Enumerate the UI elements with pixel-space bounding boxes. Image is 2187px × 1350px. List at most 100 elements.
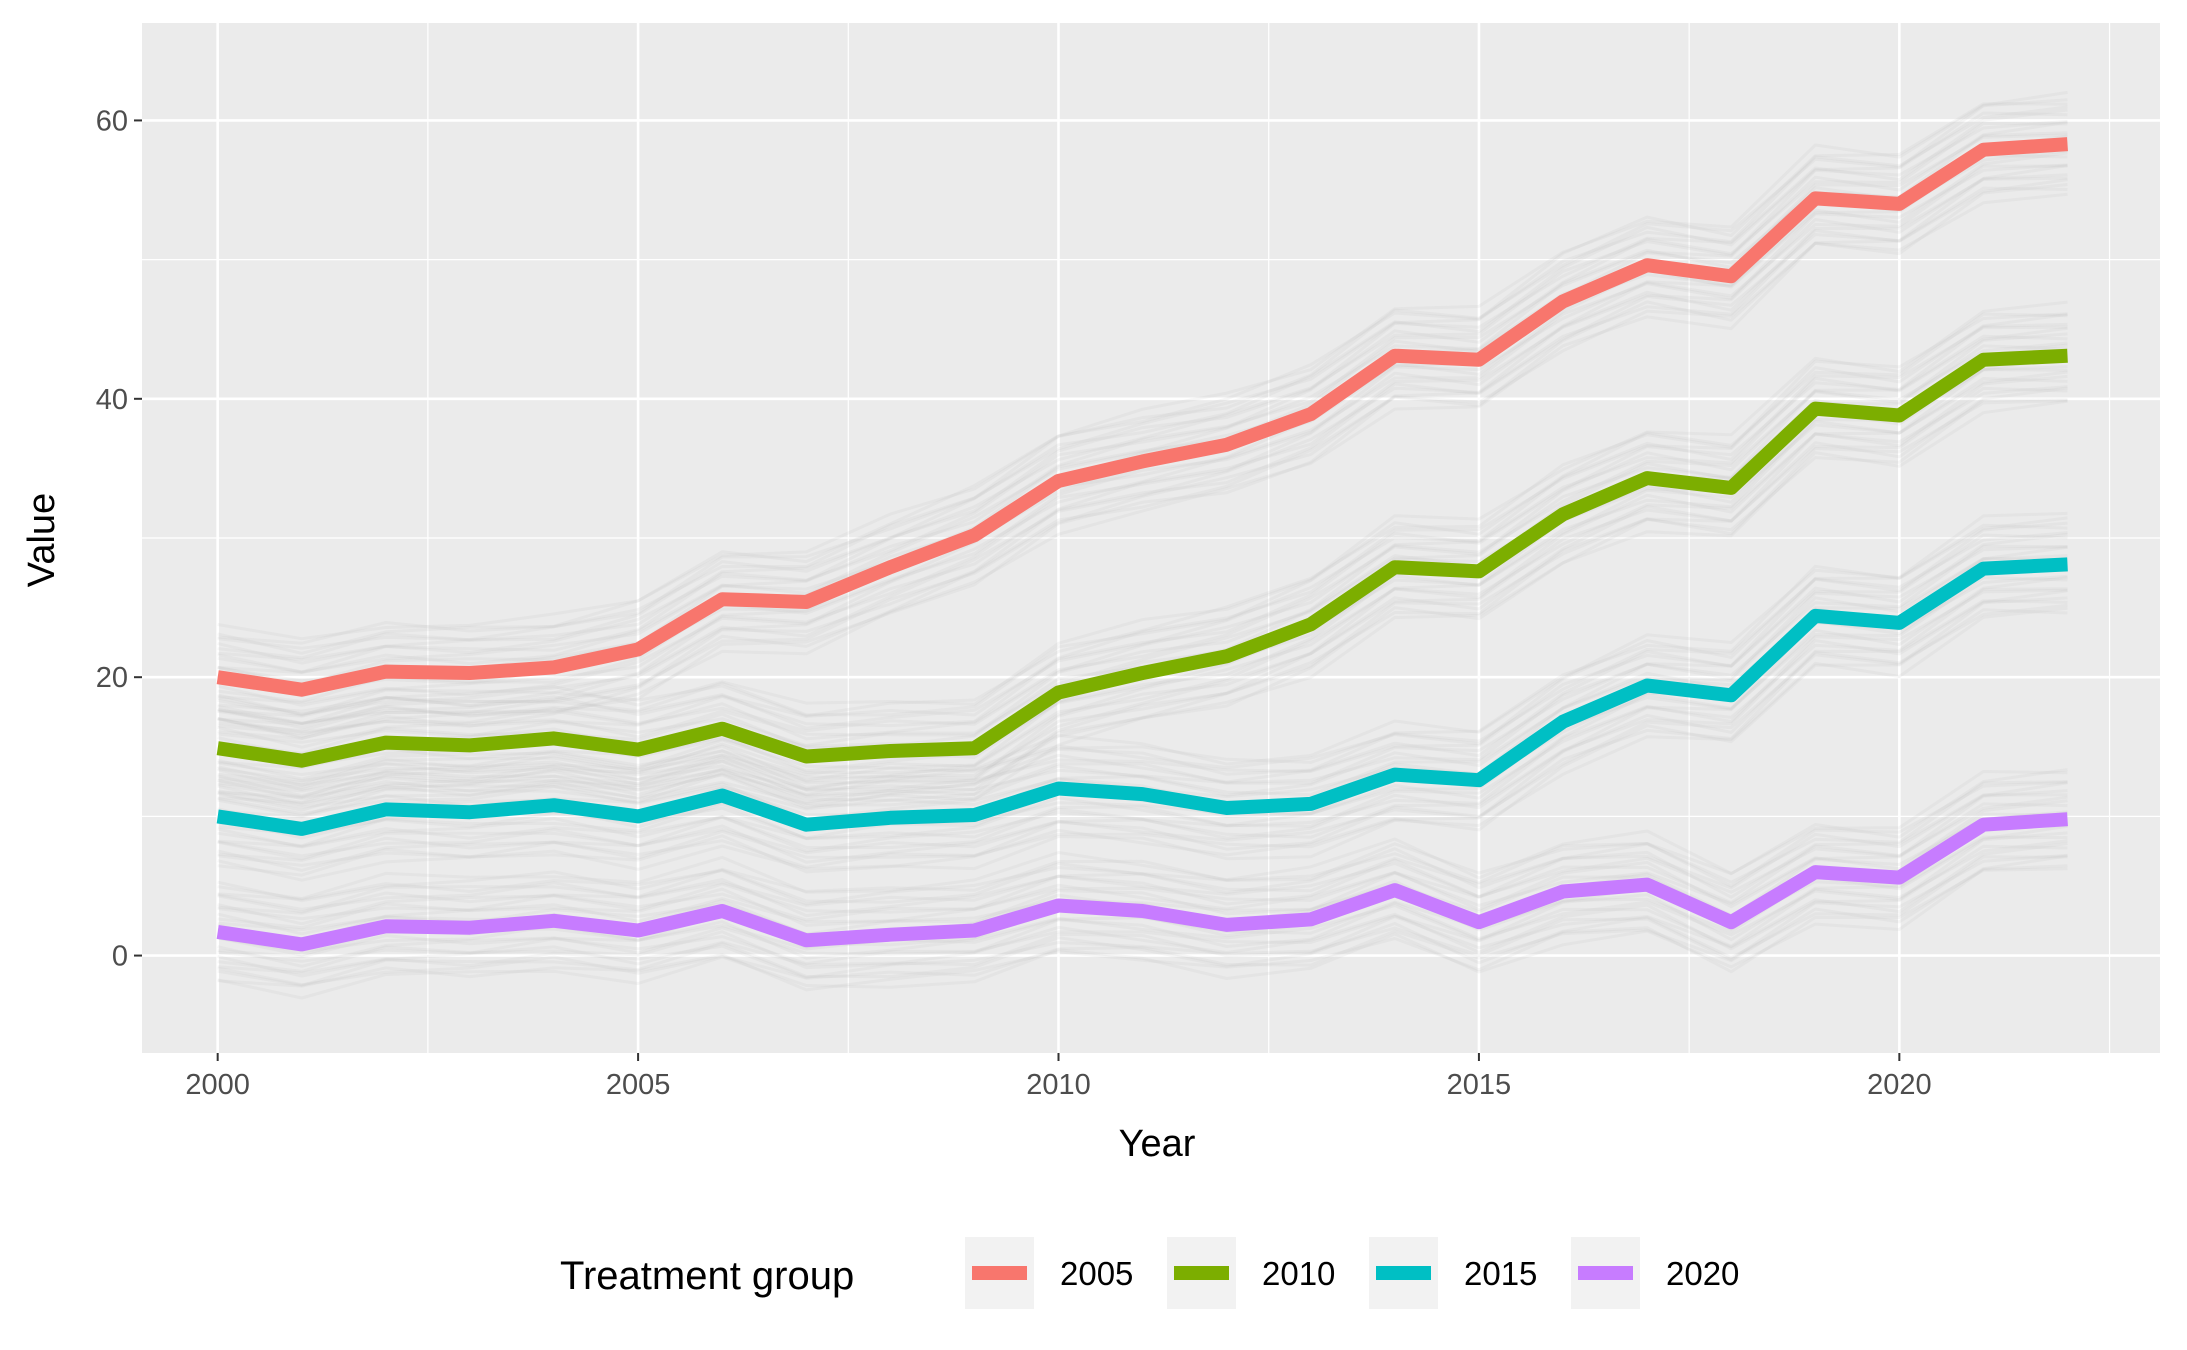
legend-label-2020: 2020 xyxy=(1666,1255,1739,1292)
simulated-path xyxy=(217,831,2068,968)
legend-label-2015: 2015 xyxy=(1464,1255,1537,1292)
simulated-path xyxy=(217,186,2068,733)
y-tick-label: 40 xyxy=(96,384,128,416)
simulated-path xyxy=(217,370,2068,777)
series-line-2005 xyxy=(216,137,2068,697)
simulated-path xyxy=(217,386,2068,801)
simulated-path xyxy=(217,608,2068,877)
simulated-path xyxy=(217,164,2068,716)
simulated-path xyxy=(217,325,2068,730)
simulated-path xyxy=(217,511,2068,787)
simulated-path xyxy=(217,153,2068,703)
simulated-path xyxy=(217,855,2068,987)
simulated-path xyxy=(217,839,2068,966)
simulated-path xyxy=(217,178,2068,725)
simulated-path xyxy=(217,587,2068,861)
simulated-path xyxy=(217,386,2068,799)
legend-label-2010: 2010 xyxy=(1262,1255,1335,1292)
x-tick-label: 2010 xyxy=(1026,1069,1091,1101)
simulated-path xyxy=(217,163,2068,705)
simulated-path xyxy=(217,399,2068,804)
simulated-path xyxy=(217,108,2068,665)
simulated-path xyxy=(217,576,2068,848)
simulated-path xyxy=(217,300,2068,716)
simulated-path xyxy=(217,795,2068,922)
x-tick-label: 2015 xyxy=(1447,1069,1512,1101)
x-tick-label: 2000 xyxy=(185,1069,250,1101)
legend-label-2005: 2005 xyxy=(1060,1255,1133,1292)
simulated-path xyxy=(217,521,2068,798)
simulated-path xyxy=(217,98,2068,655)
simulated-path xyxy=(217,799,2068,936)
simulated-path xyxy=(217,544,2068,818)
simulated-path xyxy=(217,111,2068,660)
simulated-path xyxy=(217,867,2068,992)
simulated-path xyxy=(217,599,2068,864)
simulated-path xyxy=(217,102,2068,645)
simulated-path xyxy=(217,334,2068,741)
simulated-path xyxy=(217,312,2068,718)
simulated-path xyxy=(217,326,2068,734)
simulated-path xyxy=(217,398,2068,812)
simulated-path xyxy=(217,119,2068,662)
simulated-path xyxy=(217,780,2068,906)
simulated-path xyxy=(217,793,2068,918)
simulated-path xyxy=(217,192,2068,736)
simulated-path xyxy=(217,768,2068,903)
simulated-path xyxy=(217,121,2068,674)
simulated-path xyxy=(217,523,2068,790)
simulated-path xyxy=(217,802,2068,930)
simulated-path xyxy=(217,596,2068,872)
simulated-path xyxy=(217,90,2068,641)
simulated-path xyxy=(217,864,2068,1000)
simulated-path xyxy=(217,312,2068,725)
simulated-path xyxy=(217,606,2068,882)
y-axis-title: Value xyxy=(21,493,63,587)
simulated-path xyxy=(217,789,2068,926)
simulated-path xyxy=(217,842,2068,978)
y-tick-label: 60 xyxy=(96,105,128,137)
simulated-path xyxy=(217,385,2068,791)
simulated-path xyxy=(217,374,2068,791)
simulated-path xyxy=(217,365,2068,781)
legend-title: Treatment group xyxy=(560,1254,854,1298)
simulated-path xyxy=(217,545,2068,810)
minor-gridlines xyxy=(142,23,2160,1053)
simulated-path xyxy=(217,603,2068,869)
simulated-path xyxy=(217,854,2068,987)
simulated-path xyxy=(217,575,2068,849)
simulated-path xyxy=(217,853,2068,980)
simulated-path xyxy=(217,516,2068,783)
simulated-path xyxy=(217,588,2068,853)
simulated-path xyxy=(217,844,2068,973)
series-lines xyxy=(216,137,2068,952)
simulated-path xyxy=(217,532,2068,807)
series-line-2010 xyxy=(216,348,2068,768)
x-axis: 2000 2005 2010 2015 2020 xyxy=(185,1053,1932,1101)
simulated-path xyxy=(217,133,2068,675)
simulated-path xyxy=(217,545,2068,816)
simulated-path xyxy=(217,399,2068,809)
simulated-path xyxy=(217,151,2068,707)
simulated-path xyxy=(217,780,2068,914)
simulated-path xyxy=(217,332,2068,749)
simulated-path xyxy=(217,589,2068,858)
simulated-path xyxy=(217,770,2068,901)
simulated-path xyxy=(217,781,2068,911)
simulated-path xyxy=(217,120,2068,674)
y-tick-label: 0 xyxy=(112,941,128,973)
simulated-path xyxy=(217,341,2068,747)
simulated-path xyxy=(217,835,2068,960)
x-tick-label: 2005 xyxy=(606,1069,671,1101)
simulated-path xyxy=(217,531,2068,796)
simulated-path xyxy=(217,183,2068,740)
y-axis: 0 20 40 60 xyxy=(96,105,142,973)
simulated-paths xyxy=(217,90,2068,1000)
simulated-path xyxy=(217,377,2068,784)
simulated-path xyxy=(217,173,2068,730)
y-tick-label: 20 xyxy=(96,662,128,694)
x-tick-label: 2020 xyxy=(1867,1069,1932,1101)
simulated-path xyxy=(217,131,2068,687)
simulated-path xyxy=(217,533,2068,804)
